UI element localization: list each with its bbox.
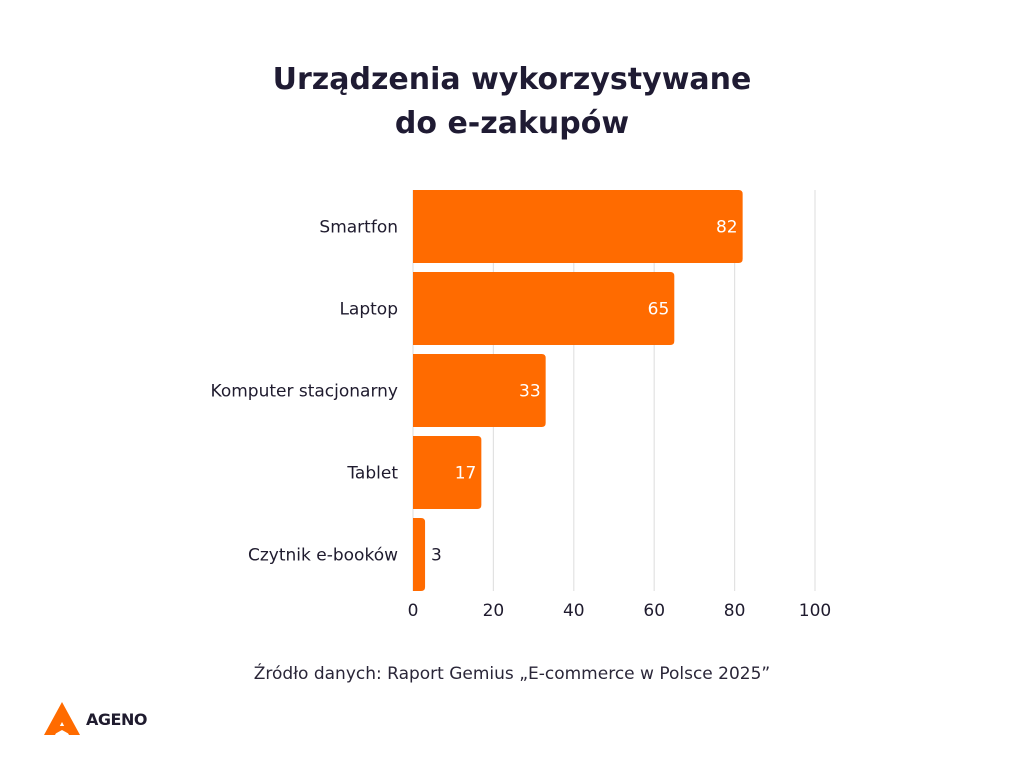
chart-title-line-1: Urządzenia wykorzystywane — [272, 62, 752, 97]
x-tick-label: 0 — [408, 601, 419, 621]
bar — [413, 354, 546, 427]
source-note: Źródło danych: Raport Gemius „E-commerce… — [253, 664, 771, 684]
x-tick-label: 80 — [724, 601, 746, 621]
bar — [413, 190, 743, 263]
bar — [413, 518, 426, 591]
logo-text: AGENO — [86, 709, 147, 729]
data-label: 82 — [716, 218, 738, 238]
category-label: Czytnik e-booków — [248, 546, 398, 566]
data-label: 17 — [455, 464, 477, 484]
category-label: Komputer stacjonarny — [211, 382, 398, 402]
category-label: Tablet — [346, 464, 398, 484]
chart-title-line-2: do e-zakupów — [394, 106, 630, 141]
bar — [413, 272, 675, 345]
data-label: 3 — [431, 546, 442, 566]
chart-title: Urządzenia wykorzystywane do e-zakupów — [0, 58, 1024, 146]
x-tick-label: 40 — [563, 601, 585, 621]
ageno-logo: AGENO — [44, 702, 147, 736]
bar — [413, 436, 482, 509]
category-label: Laptop — [339, 300, 398, 320]
data-label: 33 — [519, 382, 541, 402]
x-tick-label: 100 — [799, 601, 831, 621]
category-label: Smartfon — [319, 218, 398, 238]
ageno-logo-icon — [44, 702, 80, 735]
x-tick-label: 60 — [643, 601, 665, 621]
data-label: 65 — [648, 300, 670, 320]
x-tick-label: 20 — [483, 601, 505, 621]
